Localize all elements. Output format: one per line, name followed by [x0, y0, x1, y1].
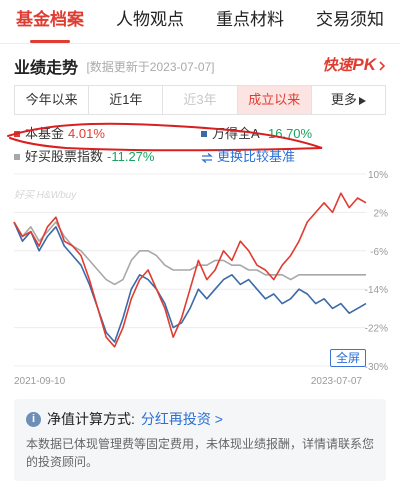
section-title: 业绩走势 [14, 60, 79, 77]
nav-method-label: 净值计算方式: [47, 411, 135, 427]
data-updated-label: [数据更新于2023-07-07] [86, 59, 215, 74]
series-line-2 [13, 221, 366, 286]
period-selector: 今年以来 近1年 近3年 成立以来 更多 [14, 85, 386, 115]
performance-header: 业绩走势 [数据更新于2023-07-07] 快速PK [14, 54, 386, 77]
legend-wind-swatch [201, 130, 207, 137]
tab-manager-views[interactable]: 人物观点 [116, 10, 184, 29]
tab-key-materials[interactable]: 重点材料 [216, 10, 284, 29]
legend-wind-name: 万得全A [212, 126, 260, 141]
y-tick-label: 2% [374, 208, 389, 219]
period-since-inception-button[interactable]: 成立以来 [237, 86, 312, 114]
switch-benchmark-button[interactable]: 更换比较基准 [201, 147, 295, 167]
y-tick-label: -30% [365, 362, 388, 373]
period-3y-button[interactable]: 近3年 [163, 86, 238, 114]
series-line-0 [13, 192, 367, 348]
period-1y-button[interactable]: 近1年 [89, 86, 164, 114]
performance-chart[interactable]: 10% 2% -6% -14% -22% -30% 好买 H&Wbuy 2021-09-10 2… [0, 168, 400, 390]
quick-pk-button[interactable]: 快速PK [322, 54, 386, 75]
x-tick-label: 2023-07-07 [311, 376, 363, 387]
x-tick-label: 2021-09-10 [14, 376, 66, 387]
legend-index-name: 好买股票指数 [25, 149, 104, 164]
period-more-label: 更多 [330, 92, 357, 107]
quick-pk-suffix: PK [352, 55, 376, 74]
legend-fund-name: 本基金 [25, 126, 65, 141]
period-more-button[interactable]: 更多 [312, 86, 385, 114]
series-line-1 [13, 221, 367, 343]
y-tick-label: -14% [365, 285, 388, 296]
legend-fund: 本基金 4.01% [14, 124, 105, 144]
y-tick-label: -22% [365, 324, 388, 335]
tab-fund-profile[interactable]: 基金档案 [0, 0, 100, 43]
legend-fund-swatch [14, 130, 20, 137]
performance-chart-svg: 10% 2% -6% -14% -22% -30% 好买 H&Wbuy 2021-09-10 2… [13, 170, 389, 387]
note-text: 本数据已体现管理费等固定费用，未体现业绩报酬，详情请联系您的投资顾问。 [26, 437, 375, 469]
switch-benchmark-label: 更换比较基准 [217, 149, 296, 164]
legend-index: 好买股票指数 -11.27% [14, 147, 154, 167]
y-tick-label: -6% [370, 247, 388, 258]
swap-icon [201, 152, 213, 163]
quick-pk-prefix: 快速 [322, 57, 353, 74]
legend-wind: 万得全A -16.70% [201, 124, 312, 144]
top-tab-bar: 基金档案 人物观点 重点材料 交易须知 [0, 0, 400, 44]
period-ytd-button[interactable]: 今年以来 [15, 86, 90, 114]
triangle-right-icon [358, 96, 366, 105]
chevron-right-icon [379, 61, 386, 71]
legend-index-swatch [14, 153, 20, 160]
tab-trading-notes[interactable]: 交易须知 [316, 10, 384, 29]
note-header: i 净值计算方式: 分红再投资 > [26, 409, 374, 429]
watermark-logo: 好买 H&Wbuy [14, 189, 77, 201]
fullscreen-button[interactable]: 全屏 [330, 349, 366, 367]
legend-row-2: 好买股票指数 -11.27% 更换比较基准 [14, 147, 386, 167]
nav-calculation-note: i 净值计算方式: 分红再投资 > 本数据已体现管理费等固定费用，未体现业绩报酬，详… [14, 399, 386, 481]
legend-fund-value: 4.01% [68, 126, 105, 141]
legend-row-1: 本基金 4.01% 万得全A -16.70% [14, 124, 386, 144]
legend-index-value: -11.27% [107, 149, 155, 164]
legend-wind-value: -16.70% [263, 126, 313, 141]
dividend-reinvest-link[interactable]: 分红再投资 > [140, 411, 223, 427]
y-tick-label: 10% [368, 170, 388, 181]
info-icon: i [26, 411, 41, 427]
